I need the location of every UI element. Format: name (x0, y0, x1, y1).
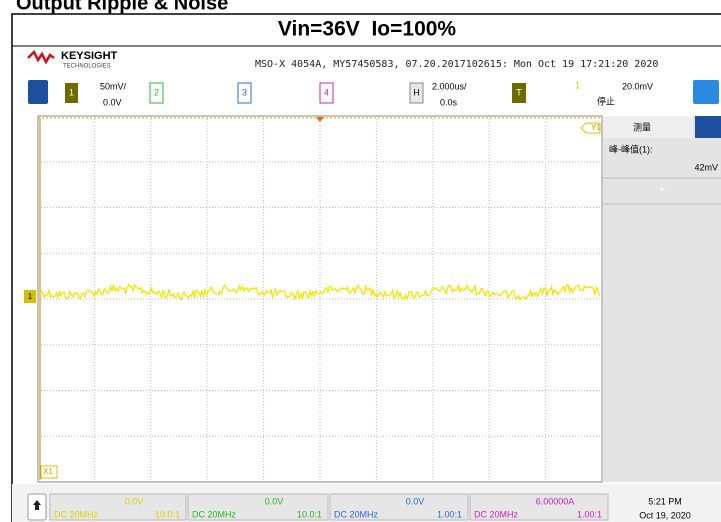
logo (27, 49, 55, 65)
x1-label: X1 (43, 467, 53, 476)
add-measure[interactable]: + (659, 184, 665, 196)
x1-tag (40, 465, 58, 479)
date: Oct 19, 2020 (639, 510, 691, 520)
channel-probe: 1.00:1 (437, 509, 462, 519)
channel-coupling: DC 20MHz (192, 509, 237, 519)
waveform (39, 283, 601, 301)
time: 5:21 PM (648, 496, 682, 506)
tab-button[interactable] (695, 116, 721, 138)
t-status: 停止 (597, 95, 615, 106)
header-title: Vin=36V Io=100% (278, 18, 457, 41)
ch1-num: 1 (69, 87, 74, 97)
ground-tag (24, 290, 36, 303)
channel-probe: 1.00:1 (577, 509, 602, 519)
h-box[interactable] (409, 82, 424, 104)
h-scale: 2.000us/ (432, 81, 467, 91)
h-delay: 0.0s (440, 97, 458, 107)
ch1-offset: 0.0V (103, 97, 122, 107)
channel-probe: 10.0:1 (155, 509, 180, 519)
side-button[interactable] (693, 80, 719, 104)
ch3-box[interactable] (237, 82, 252, 104)
ground-label: 1 (28, 292, 33, 301)
channel-cell[interactable] (469, 493, 609, 521)
arrow-icon (33, 500, 41, 510)
t-level: 20.0mV (622, 81, 653, 91)
channel-offset: 0.0V (265, 496, 284, 506)
ch2-num: 2 (154, 87, 159, 97)
ch2-box[interactable] (149, 82, 164, 104)
ch4-num: 4 (324, 87, 329, 97)
channel-offset: 0.0V (406, 496, 425, 506)
ch3-num: 3 (242, 87, 247, 97)
y1-label: Y1 (591, 123, 601, 132)
menu-button[interactable] (28, 80, 48, 104)
channel-coupling: DC 20MHz (474, 509, 519, 519)
channel-cell[interactable] (329, 493, 469, 521)
h-label: H (413, 87, 420, 97)
t-source: 1 (575, 80, 580, 90)
ch1-scale: 50mV/ (100, 81, 127, 91)
measure-tab-label: 测量 (633, 122, 651, 132)
footer-channels: 0.0V DC 20MHz 10.0:1 0.0V DC 20MHz 10.0:1 0.0V… (49, 493, 609, 521)
measure-value: 42mV (694, 162, 718, 172)
channel-offset: 0.0V (125, 496, 144, 506)
ch1-box[interactable] (65, 83, 78, 103)
measure-name: 峰-峰值(1): (609, 143, 653, 154)
brand-sub: TECHNOLOGIES (63, 64, 111, 70)
channel-coupling: DC 20MHz (334, 509, 379, 519)
channel-probe: 10.0:1 (297, 509, 322, 519)
info: MSO-X 4054A, MY57450583, 07.20.201710261… (255, 59, 658, 70)
brand: KEYSIGHT (61, 50, 118, 62)
channel-cell[interactable] (187, 493, 329, 521)
grid (38, 116, 602, 482)
y1-tag (580, 122, 601, 134)
channel-offset: 6.00000A (536, 496, 575, 506)
trigger-marker (316, 117, 324, 122)
side-panel (603, 116, 721, 482)
document-title: Output Ripple & Noise (16, 0, 228, 14)
t-label: T (516, 87, 522, 97)
channel-coupling: DC 20MHz (54, 509, 99, 519)
ch4-box[interactable] (319, 82, 334, 104)
t-box[interactable] (512, 83, 526, 103)
measure-tab[interactable] (603, 116, 693, 138)
channel-cell[interactable] (49, 493, 187, 521)
